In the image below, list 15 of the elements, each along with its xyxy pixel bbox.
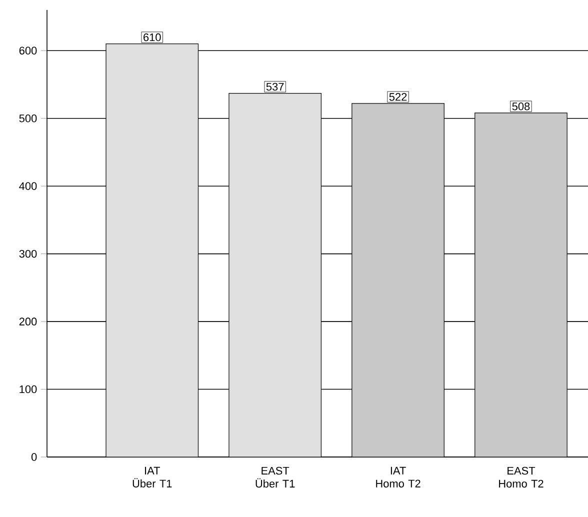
data-label: 522 [389,93,407,101]
y-tick-label: 0 [31,453,37,461]
y-tick-label: 400 [19,182,37,190]
x-tick-label: EAST Homo T2 [499,466,544,488]
data-label: 610 [144,33,161,42]
y-tick-label: 200 [19,318,37,326]
y-tick-label: 300 [19,250,37,258]
y-tick-label: 100 [20,385,37,394]
x-tick-label: IAT Homo T2 [376,466,420,488]
y-tick-label: 500 [19,114,37,122]
x-tick-label: EAST Über T1 [256,466,295,488]
x-tick-label: IAT Über T1 [132,466,172,488]
data-label: 537 [266,82,284,91]
y-tick-label: 600 [19,46,37,55]
data-label: 508 [512,102,530,110]
